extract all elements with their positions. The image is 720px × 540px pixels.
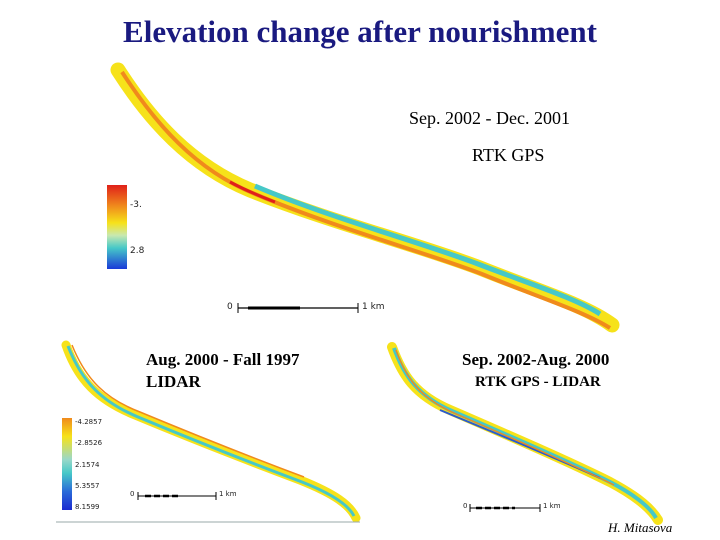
top-caption-line1: Sep. 2002 - Dec. 2001	[409, 108, 570, 128]
page-title: Elevation change after nourishment	[123, 14, 597, 49]
top-legend-low-label: 2.8	[130, 246, 145, 256]
top-scale-start: 0	[227, 302, 233, 312]
left-legend-value-2: -2.8526	[75, 439, 103, 447]
right-scale-end: 1 km	[543, 502, 561, 510]
top-strip-orange-band	[120, 70, 612, 330]
right-scale-start: 0	[463, 502, 468, 510]
right-caption-line2: RTK GPS - LIDAR	[475, 374, 601, 390]
left-legend-value-3: 2.1574	[75, 461, 100, 469]
top-strip-red-spots	[229, 180, 276, 204]
left-legend-value-5: 8.1599	[75, 503, 100, 511]
left-legend-value-1: -4.2857	[75, 418, 103, 426]
left-strip-orange-band	[71, 344, 305, 478]
top-strip-cyan-band	[254, 183, 602, 317]
left-scale-start: 0	[130, 490, 135, 498]
top-scale-end: 1 km	[362, 302, 385, 312]
left-legend-value-4: 5.3557	[75, 482, 100, 490]
right-caption-line1: Sep. 2002-Aug. 2000	[462, 350, 610, 369]
left-strip-yellow-band	[61, 340, 361, 523]
left-caption-line1: Aug. 2000 - Fall 1997	[146, 350, 300, 369]
right-strip-orange-band	[395, 349, 615, 486]
left-strip-cyan-band	[66, 345, 356, 517]
left-legend-colorbar	[62, 418, 72, 510]
top-legend-high-label: -3.	[130, 200, 142, 210]
left-caption-line2: LIDAR	[146, 372, 201, 391]
top-caption-line2: RTK GPS	[472, 145, 545, 165]
author-credit: H. Mitasova	[608, 520, 673, 535]
left-scale-end: 1 km	[219, 490, 237, 498]
right-strip-yellow-band	[387, 342, 663, 525]
top-legend-colorbar	[107, 185, 127, 269]
